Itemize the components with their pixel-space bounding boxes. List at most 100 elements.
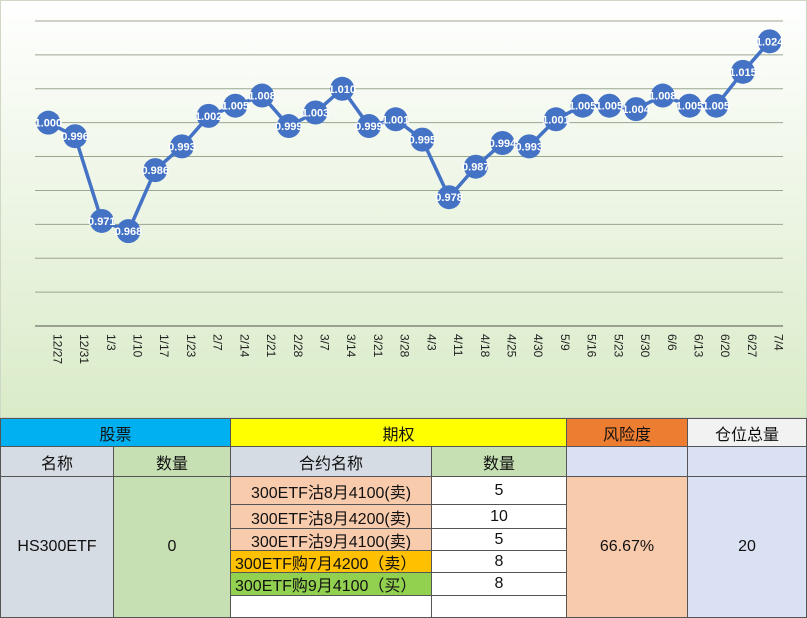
x-tick-label: 4/25 [505,334,519,358]
option-name-cell [231,596,432,618]
x-tick-label: 7/4 [772,334,786,351]
stock-qty-cell: 0 [114,477,231,618]
option-qty-cell: 10 [432,505,567,529]
data-label: 1.005 [596,101,624,113]
data-point [490,131,515,155]
data-label: 0.996 [61,131,89,143]
option-name-cell: 300ETF购7月4200（卖） [231,551,432,573]
data-point [624,97,649,122]
data-point [169,134,194,159]
option-qty-cell: 5 [432,529,567,551]
risk-header: 风险度 [567,418,688,447]
data-label: 1.005 [569,101,597,113]
data-point [517,134,542,159]
data-label: 0.999 [275,121,303,133]
data-point [410,127,435,152]
data-label: 1.005 [702,101,730,113]
option-name-cell: 300ETF沽9月4100(卖) [231,529,432,551]
data-label: 1.024 [756,36,784,48]
stock-qty-header: 数量 [114,447,231,477]
data-label: 1.001 [542,114,570,126]
x-tick-label: 1/3 [104,334,118,351]
option-qty-header: 数量 [432,447,567,477]
option-qty-cell: 8 [432,573,567,596]
data-point [383,107,408,132]
data-label: 1.002 [195,111,223,123]
x-tick-label: 1/17 [157,334,171,358]
x-tick-label: 2/28 [291,334,305,358]
data-point [276,114,301,139]
x-tick-label: 4/3 [424,334,438,351]
data-point [356,114,381,139]
data-point [677,93,702,118]
data-point [303,100,328,125]
contract-name-header: 合约名称 [231,447,432,477]
data-point [704,93,729,118]
x-tick-label: 4/11 [451,334,465,357]
x-tick-label: 12/31 [77,334,91,364]
risk-value-cell: 66.67% [567,477,688,618]
x-tick-label: 5/9 [558,334,572,351]
x-tick-label: 3/7 [318,334,332,351]
stock-name-header: 名称 [0,447,114,477]
x-tick-label: 2/14 [237,334,251,358]
data-point [570,93,595,118]
data-point [757,29,782,54]
data-point [250,83,275,108]
x-tick-label: 4/18 [478,334,492,358]
position-subheader [688,447,807,477]
data-label: 0.986 [141,165,169,177]
x-tick-label: 5/23 [611,334,625,358]
risk-subheader [567,447,688,477]
data-label: 1.004 [622,104,650,116]
option-qty-cell: 8 [432,551,567,573]
position-header: 仓位总量 [688,418,807,447]
x-tick-label: 6/13 [692,334,706,358]
data-point [650,83,675,108]
option-name-cell: 300ETF沽8月4200(卖) [231,505,432,529]
data-point [196,103,221,128]
x-tick-label: 1/10 [131,334,145,358]
data-label: 1.001 [382,114,410,126]
data-point [36,110,61,135]
data-point [597,93,622,118]
x-tick-label: 5/16 [585,334,599,358]
option-group-header: 期权 [231,418,567,447]
summary-table: 股票 期权 风险度 仓位总量 名称 数量 合约名称 数量 HS300ETF 0 … [0,418,807,618]
x-tick-label: 1/23 [184,334,198,358]
data-label: 1.005 [676,101,704,113]
data-point [116,219,141,244]
x-tick-label: 3/21 [371,334,385,358]
x-tick-label: 5/30 [638,334,652,358]
option-name-cell: 300ETF沽8月4100(卖) [231,477,432,505]
data-point [223,93,248,118]
chart-area: 12/27 12/31 1/3 1/10 1/17 1/23 2/7 2/14 2/21 2/28… [0,0,807,418]
x-tick-label: 3/14 [344,334,358,358]
data-label: 0.999 [355,121,383,133]
data-label: 1.008 [248,91,276,103]
data-label: 1.000 [35,118,63,130]
data-label: 0.995 [409,135,437,147]
data-point [330,76,355,101]
data-point [63,124,88,149]
option-name-cell: 300ETF购9月4100（买） [231,573,432,596]
data-label: 0.987 [462,162,490,174]
option-qty-cell: 5 [432,477,567,505]
series-line [47,40,771,233]
data-label: 0.993 [168,141,196,153]
data-label: 1.010 [328,84,356,96]
data-label: 0.968 [115,226,143,238]
data-point [463,154,488,179]
data-label: 1.015 [729,67,757,79]
data-label: 1.008 [649,91,677,103]
x-tick-label: 6/6 [665,334,679,351]
stock-group-header: 股票 [0,418,231,447]
x-tick-label: 12/27 [50,334,64,364]
position-value-cell: 20 [688,477,807,618]
data-label: 1.003 [302,108,330,120]
x-tick-label: 6/20 [718,334,732,358]
data-point [89,208,114,233]
x-tick-label: 2/21 [264,334,278,358]
data-label: 0.978 [435,192,463,204]
x-tick-label: 6/27 [745,334,759,358]
